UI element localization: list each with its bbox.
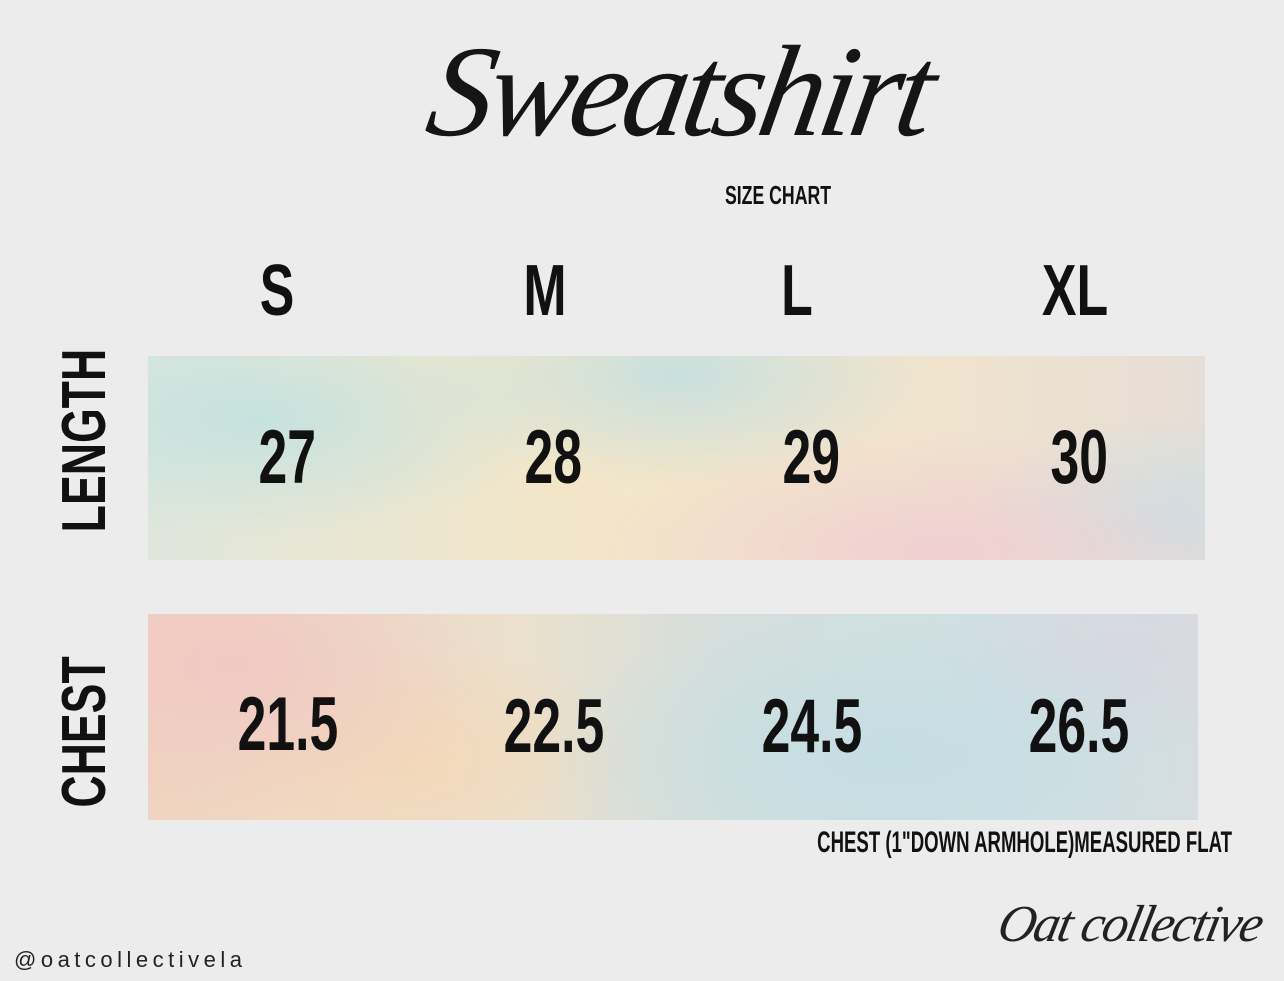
subtitle: SIZE CHART [724,180,832,210]
chest-value-xl: 26.5 [1028,684,1130,769]
chest-value-s: 21.5 [237,682,339,767]
chest-row-band [148,614,1198,820]
page-title: Sweatshirt [417,20,943,164]
social-handle: @oatcollectivela [14,947,247,972]
size-header-m: M [523,251,567,331]
row-label-chest: CHEST [50,656,119,808]
length-value-l: 29 [782,415,840,500]
length-value-m: 28 [524,415,582,500]
row-label-length: LENGTH [50,348,119,533]
brand-logo: Oat collective [992,896,1268,953]
size-header-l: L [781,251,813,331]
length-row-band [148,356,1205,560]
size-header-xl: XL [1041,251,1109,331]
length-value-s: 27 [258,415,316,500]
chest-value-m: 22.5 [503,684,605,769]
length-value-xl: 30 [1050,415,1108,500]
measurement-note: CHEST (1"DOWN ARMHOLE)MEASURED FLAT [817,826,1233,859]
chest-value-l: 24.5 [761,684,863,769]
size-header-s: S [259,251,295,331]
